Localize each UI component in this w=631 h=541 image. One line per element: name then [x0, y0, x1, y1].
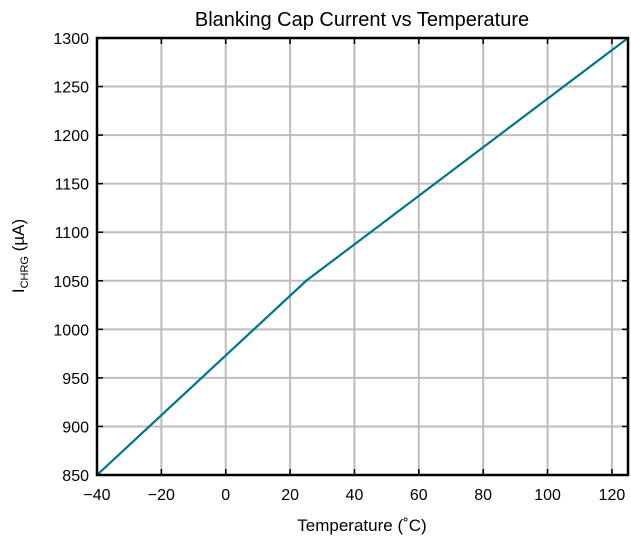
y-tick-label: 1250 — [53, 80, 89, 97]
x-axis-label: Temperature (˚C) — [297, 516, 426, 535]
y-tick-label: 1100 — [55, 225, 90, 242]
y-tick-label: 950 — [62, 371, 89, 388]
y-axis-label-main: I — [9, 288, 28, 293]
x-tick-label: 0 — [221, 487, 230, 504]
y-tick-label: 900 — [62, 419, 89, 436]
y-tick-label: 1200 — [53, 128, 89, 145]
y-tick-label: 1000 — [53, 322, 89, 339]
chart-title: Blanking Cap Current vs Temperature — [195, 9, 529, 31]
y-axis-label-unit: (µA) — [9, 219, 28, 256]
y-axis-label: ICHRG (µA) — [9, 219, 31, 293]
y-tick-label: 850 — [62, 468, 89, 485]
series-line — [96, 37, 629, 476]
y-axis-ticks: 850 900 950 1000 1050 1100 1150 1200 1250 1300 — [53, 31, 628, 485]
x-tick-label: 20 — [281, 487, 299, 504]
x-tick-label: 80 — [474, 487, 492, 504]
y-axis-label-subscript: CHRG — [19, 256, 31, 288]
x-tick-label: 60 — [410, 487, 428, 504]
plot-frame — [95, 36, 630, 477]
y-tick-label: 1050 — [53, 274, 89, 291]
x-tick-label: −20 — [148, 487, 175, 504]
y-tick-label: 1150 — [55, 177, 90, 194]
grid — [96, 37, 628, 476]
x-tick-label: 100 — [534, 487, 561, 504]
series-group — [96, 37, 629, 476]
y-tick-label: 1300 — [53, 31, 89, 48]
x-tick-label: −40 — [83, 487, 110, 504]
x-tick-label: 120 — [599, 487, 626, 504]
x-tick-label: 40 — [346, 487, 364, 504]
